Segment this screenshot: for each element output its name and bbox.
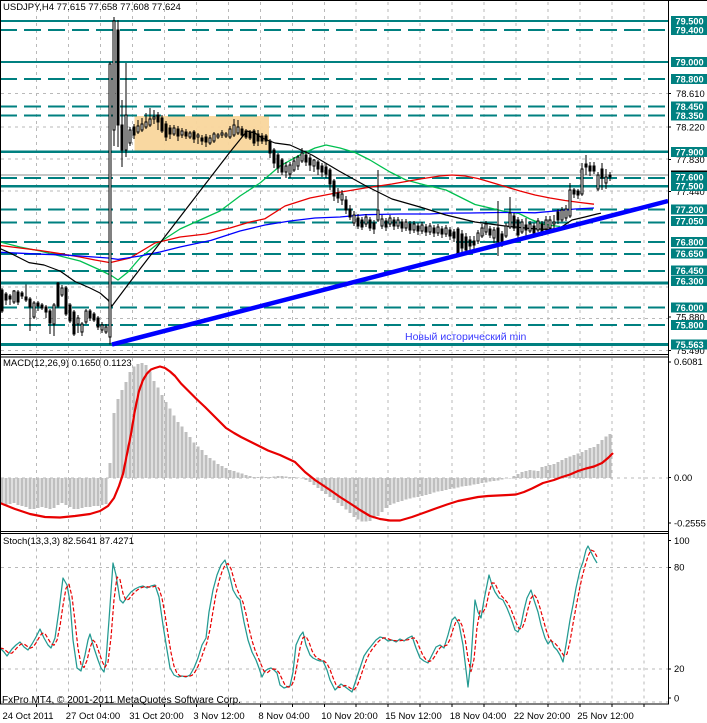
svg-text:77.050: 77.050 <box>676 216 704 226</box>
svg-text:75.563: 75.563 <box>676 340 704 350</box>
svg-text:76.650: 76.650 <box>676 249 704 259</box>
svg-text:Stoch(13,3,3) 82.5641 87.4271: Stoch(13,3,3) 82.5641 87.4271 <box>3 536 134 547</box>
svg-text:8 Nov 04:00: 8 Nov 04:00 <box>258 711 309 722</box>
svg-text:Новый исторический min: Новый исторический min <box>405 331 527 343</box>
svg-text:77.500: 77.500 <box>676 181 704 191</box>
svg-text:79.500: 79.500 <box>676 16 704 26</box>
svg-text:75.880: 75.880 <box>676 311 705 322</box>
svg-text:-0.2555: -0.2555 <box>674 517 706 528</box>
svg-text:25 Nov 12:00: 25 Nov 12:00 <box>577 711 634 722</box>
svg-text:10 Nov 20:00: 10 Nov 20:00 <box>321 711 378 722</box>
svg-text:3 Nov 12:00: 3 Nov 12:00 <box>193 711 244 722</box>
svg-text:USDJPY,H4 77.615 77.658 77.60: USDJPY,H4 77.615 77.658 77.608 77.624 <box>3 2 181 13</box>
svg-text:77.900: 77.900 <box>676 147 704 157</box>
svg-text:77.200: 77.200 <box>676 205 704 215</box>
svg-text:24 Oct 2011: 24 Oct 2011 <box>2 711 53 722</box>
svg-text:FxPro MT4, © 2001-2011 MetaQuo: FxPro MT4, © 2001-2011 MetaQuotes Softwa… <box>2 695 241 706</box>
svg-text:75.490: 75.490 <box>676 345 705 356</box>
svg-text:75.800: 75.800 <box>676 320 704 330</box>
svg-text:76.450: 76.450 <box>676 266 704 276</box>
svg-text:MACD(12,26,9) 0.1650 0.1123: MACD(12,26,9) 0.1650 0.1123 <box>3 358 132 369</box>
svg-text:77.830: 77.830 <box>676 154 705 165</box>
svg-text:0.00: 0.00 <box>674 472 692 483</box>
svg-text:20: 20 <box>674 663 684 674</box>
svg-text:76.300: 76.300 <box>676 276 704 286</box>
svg-text:77.600: 77.600 <box>676 172 704 182</box>
svg-text:79.400: 79.400 <box>676 25 704 35</box>
svg-text:80: 80 <box>674 562 684 573</box>
svg-text:77.440: 77.440 <box>676 186 705 197</box>
svg-text:78.350: 78.350 <box>676 111 704 121</box>
svg-text:78.220: 78.220 <box>676 121 705 132</box>
svg-text:0.6081: 0.6081 <box>674 356 703 367</box>
svg-text:78.610: 78.610 <box>676 88 705 99</box>
svg-text:15 Nov 12:00: 15 Nov 12:00 <box>385 711 442 722</box>
svg-text:31 Oct 20:00: 31 Oct 20:00 <box>129 711 183 722</box>
svg-text:18 Nov 04:00: 18 Nov 04:00 <box>450 711 507 722</box>
svg-text:22 Nov 20:00: 22 Nov 20:00 <box>514 711 571 722</box>
svg-text:100: 100 <box>674 535 690 546</box>
svg-text:0: 0 <box>674 693 679 704</box>
svg-text:78.800: 78.800 <box>676 74 704 84</box>
svg-text:27 Oct 04:00: 27 Oct 04:00 <box>66 711 120 722</box>
svg-text:76.000: 76.000 <box>676 303 704 313</box>
svg-text:78.450: 78.450 <box>676 102 704 112</box>
svg-text:79.000: 79.000 <box>676 57 704 67</box>
svg-text:76.800: 76.800 <box>676 237 704 247</box>
